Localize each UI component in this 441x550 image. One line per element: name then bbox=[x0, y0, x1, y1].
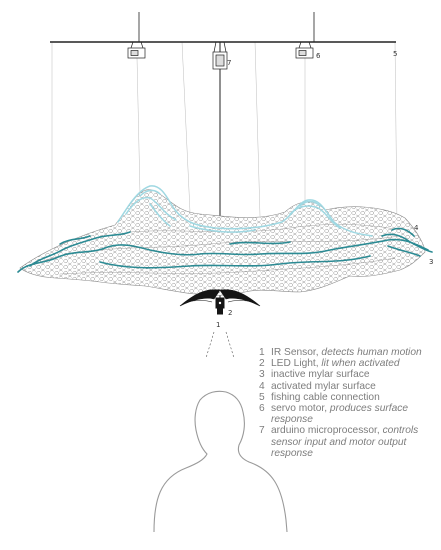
arduino-microprocessor bbox=[212, 41, 228, 70]
ir-detection-beam bbox=[205, 331, 235, 359]
legend-label: IR Sensor, bbox=[271, 347, 319, 358]
legend-description: lit when activated bbox=[321, 358, 400, 370]
servo-motor-right bbox=[295, 41, 314, 59]
legend-label: activated mylar surface bbox=[271, 380, 376, 392]
callout-7: 7 bbox=[227, 59, 231, 67]
callout-2: 2 bbox=[228, 309, 232, 317]
legend-item: 2 LED Light, lit when activated bbox=[259, 358, 439, 369]
legend-description: produces surface response bbox=[271, 403, 409, 426]
inactive-mylar-surface bbox=[19, 188, 426, 296]
legend-item: 7 arduino microprocessor, controls sensor… bbox=[259, 425, 439, 459]
activated-mylar-surface bbox=[17, 185, 433, 273]
legend-number: 1 bbox=[259, 347, 265, 358]
callout-1: 1 bbox=[216, 321, 220, 329]
fishing-cables bbox=[51, 41, 398, 268]
callout-3: 3 bbox=[429, 258, 433, 266]
legend-number: 5 bbox=[259, 391, 265, 403]
legend-number: 7 bbox=[259, 425, 265, 437]
person-silhouette bbox=[153, 390, 288, 533]
legend-item: 1 IR Sensor, detects human motion bbox=[259, 347, 439, 358]
legend-number: 3 bbox=[259, 369, 265, 381]
legend-item: 4 activated mylar surface bbox=[259, 381, 439, 392]
legend-number: 4 bbox=[259, 380, 265, 392]
servo-motor-left bbox=[127, 41, 146, 59]
ir-sensor-housing bbox=[179, 289, 261, 315]
legend-label: fishing cable connection bbox=[271, 391, 380, 403]
callout-5: 5 bbox=[393, 50, 397, 58]
legend-label: inactive mylar surface bbox=[271, 369, 370, 381]
legend-label: servo motor, bbox=[271, 403, 328, 415]
callout-4: 4 bbox=[414, 224, 419, 232]
legend-description: detects human motion bbox=[321, 347, 422, 358]
legend-item: 6 servo motor, produces surface response bbox=[259, 403, 439, 425]
legend-number: 6 bbox=[259, 403, 265, 415]
legend: 1 IR Sensor, detects human motion 2 LED Li… bbox=[259, 347, 439, 459]
legend-label: arduino microprocessor, bbox=[271, 425, 380, 437]
legend-item: 5 fishing cable connection bbox=[259, 392, 439, 403]
callout-6: 6 bbox=[316, 52, 321, 60]
legend-number: 2 bbox=[259, 358, 265, 370]
legend-description: controls sensor input and motor output r… bbox=[271, 425, 419, 459]
legend-label: LED Light, bbox=[271, 358, 319, 370]
legend-item: 3 inactive mylar surface bbox=[259, 369, 439, 380]
